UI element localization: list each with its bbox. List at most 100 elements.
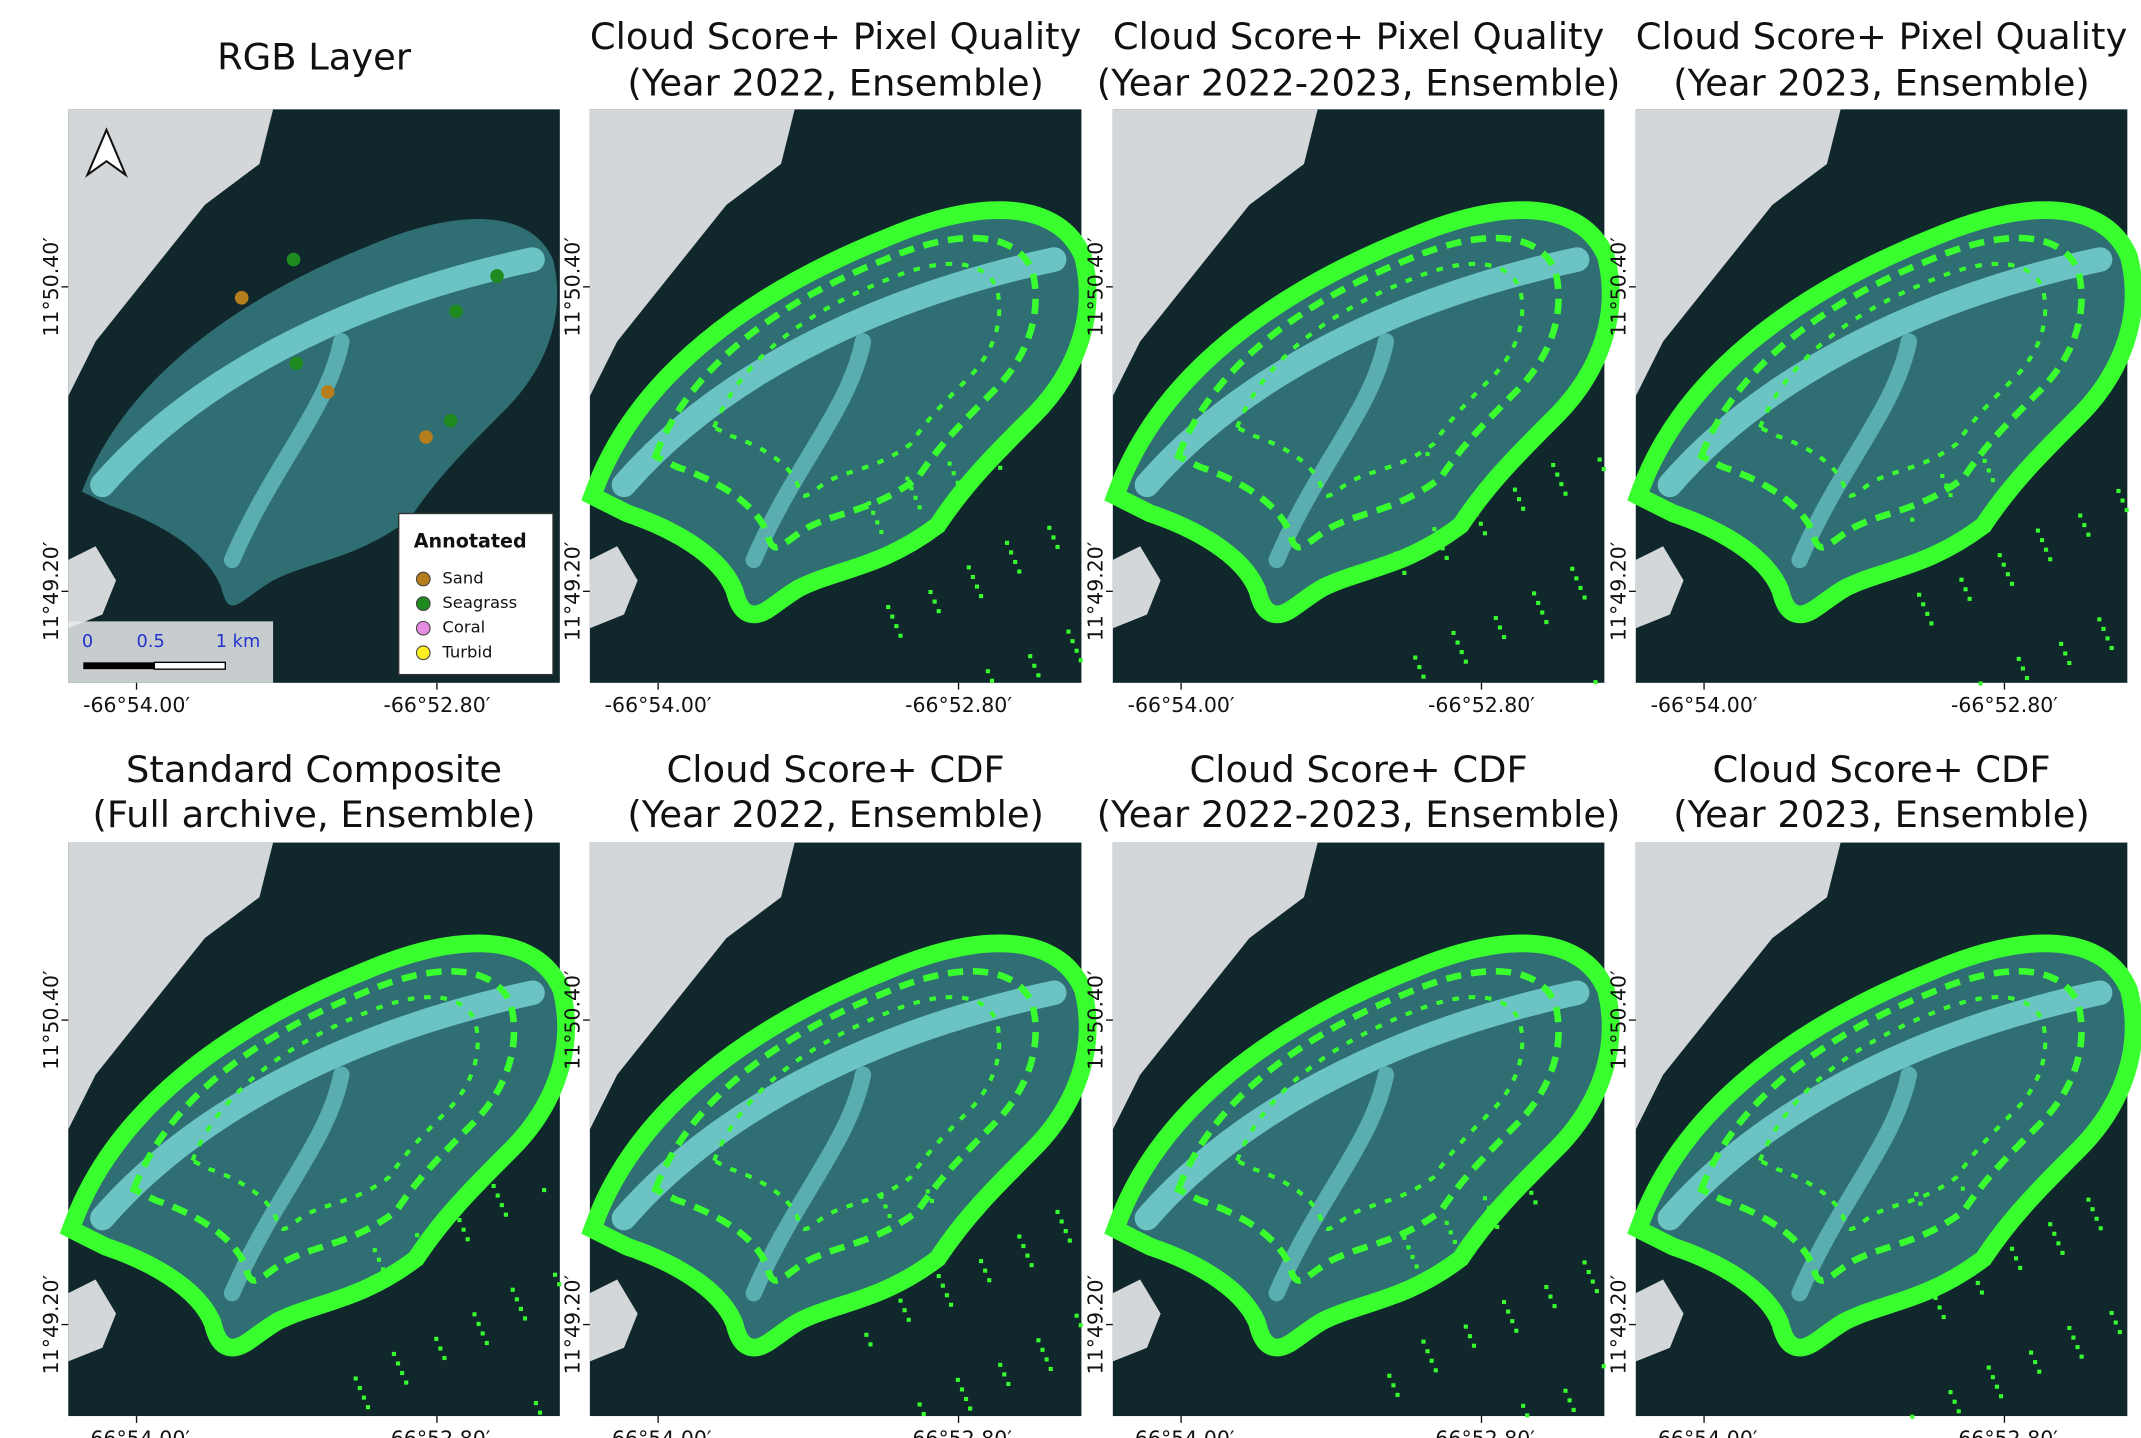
seagrass-speck — [2048, 1222, 2052, 1226]
seagrass-speck — [485, 1341, 489, 1345]
seagrass-speck — [2017, 657, 2021, 661]
seagrass-speck — [2025, 676, 2029, 680]
scale-bg — [68, 621, 273, 682]
panel-title: RGB Layer — [217, 35, 412, 78]
seagrass-speck — [1060, 1219, 1064, 1223]
seagrass-speck — [1045, 1357, 1049, 1361]
seagrass-speck — [1426, 452, 1430, 456]
seagrass-speck — [1079, 658, 1083, 662]
seagrass-speck — [867, 501, 871, 505]
seagrass-speck — [1402, 571, 1406, 575]
panel-title: Standard Composite — [126, 748, 502, 791]
annotation-point — [490, 269, 504, 283]
seagrass-speck — [998, 466, 1002, 470]
seagrass-speck — [2110, 646, 2114, 650]
seagrass-speck — [481, 1331, 485, 1335]
seagrass-speck — [956, 481, 960, 485]
x-tick-label: -66°52.80′ — [905, 1426, 1012, 1438]
seagrass-speck — [366, 1405, 370, 1409]
seagrass-speck — [1914, 1192, 1918, 1196]
y-tick-label: 11°50.40′ — [1083, 970, 1107, 1070]
annotation-point — [287, 253, 301, 267]
seagrass-speck — [1583, 595, 1587, 599]
seagrass-speck — [1051, 535, 1055, 539]
seagrass-speck — [1917, 593, 1921, 597]
seagrass-speck — [964, 1397, 968, 1401]
seagrass-speck — [1032, 664, 1036, 668]
seagrass-speck — [438, 1346, 442, 1350]
seagrass-speck — [462, 1228, 466, 1232]
seagrass-speck — [2121, 498, 2125, 502]
x-tick-label: -66°54.00′ — [1128, 1426, 1235, 1438]
seagrass-speck — [1593, 680, 1597, 684]
seagrass-speck — [990, 679, 994, 683]
legend-label: Seagrass — [442, 593, 517, 612]
seagrass-speck — [354, 1376, 358, 1380]
panel-title: (Year 2022, Ensemble) — [627, 61, 1044, 104]
x-tick-label: -66°54.00′ — [605, 693, 712, 717]
seagrass-speck — [1544, 620, 1548, 624]
seagrass-speck — [1394, 552, 1398, 556]
seagrass-speck — [1510, 1319, 1514, 1323]
seagrass-speck — [1009, 550, 1013, 554]
y-tick-label: 11°50.40′ — [1083, 237, 1107, 337]
seagrass-speck — [2110, 1311, 2114, 1315]
seagrass-speck — [2037, 1370, 2041, 1374]
seagrass-speck — [2048, 557, 2052, 561]
seagrass-speck — [511, 1288, 515, 1292]
seagrass-speck — [2067, 1326, 2071, 1330]
seagrass-speck — [1540, 610, 1544, 614]
seagrass-speck — [2006, 572, 2010, 576]
seagrass-speck — [434, 1337, 438, 1341]
seagrass-speck — [949, 1303, 953, 1307]
y-tick-label: 11°49.20′ — [1606, 1274, 1630, 1374]
seagrass-speck — [1948, 1390, 1952, 1394]
y-tick-label: 11°49.20′ — [560, 541, 584, 641]
seagrass-speck — [2114, 1320, 2118, 1324]
seagrass-speck — [1079, 1323, 1083, 1327]
map-panel — [1636, 843, 2128, 1419]
seagrass-speck — [1551, 463, 1555, 467]
scale-bar — [154, 662, 225, 669]
seagrass-speck — [1552, 1304, 1556, 1308]
seagrass-speck — [2056, 1241, 2060, 1245]
seagrass-speck — [1514, 1329, 1518, 1333]
seagrass-speck — [1402, 1236, 1406, 1240]
seagrass-speck — [1953, 1400, 1957, 1404]
seagrass-speck — [1421, 675, 1425, 679]
seagrass-speck — [343, 1292, 347, 1296]
map-panel — [1113, 843, 1606, 1418]
annotation-point — [419, 430, 433, 444]
seagrass-speck — [1387, 1374, 1391, 1378]
x-tick-label: -66°52.80′ — [383, 1426, 490, 1438]
seagrass-speck — [500, 1203, 504, 1207]
seagrass-speck — [1963, 587, 1967, 591]
seagrass-speck — [419, 1243, 423, 1247]
seagrass-speck — [888, 1214, 892, 1218]
seagrass-speck — [1464, 1325, 1468, 1329]
seagrass-speck — [926, 1189, 930, 1193]
seagrass-speck — [937, 1274, 941, 1278]
seagrass-speck — [1426, 1349, 1430, 1353]
seagrass-speck — [2071, 1335, 2075, 1339]
seagrass-speck — [1980, 1290, 1984, 1294]
seagrass-speck — [1498, 625, 1502, 629]
y-tick-label: 11°50.40′ — [39, 237, 63, 337]
seagrass-speck — [2082, 523, 2086, 527]
scale-label: 1 km — [216, 632, 261, 652]
seagrass-speck — [1398, 561, 1402, 565]
seagrass-speck — [1578, 586, 1582, 590]
seagrass-speck — [875, 520, 879, 524]
seagrass-speck — [905, 477, 909, 481]
seagrass-speck — [2118, 1330, 2122, 1334]
seagrass-speck — [1047, 526, 1051, 530]
y-tick-label: 11°50.40′ — [39, 970, 63, 1070]
seagrass-speck — [1933, 1296, 1937, 1300]
seagrass-speck — [1071, 639, 1075, 643]
seagrass-speck — [1410, 1255, 1414, 1259]
y-tick-label: 11°49.20′ — [560, 1274, 584, 1374]
seagrass-speck — [466, 1237, 470, 1241]
seagrass-speck — [998, 1363, 1002, 1367]
x-tick-label: -66°54.00′ — [83, 693, 190, 717]
x-tick-label: -66°52.80′ — [1951, 1426, 2058, 1438]
